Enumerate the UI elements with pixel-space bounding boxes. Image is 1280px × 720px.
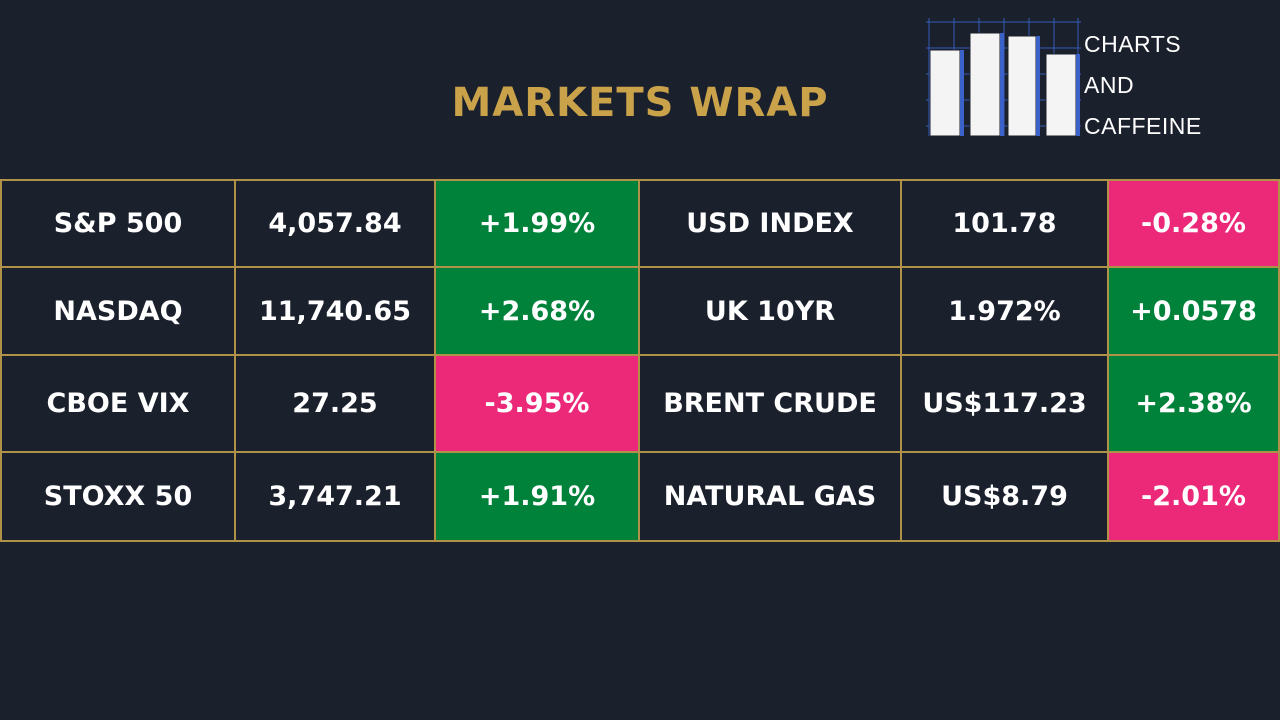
ticker-change: +1.91%: [436, 453, 640, 542]
bar-chart-logo-icon: [926, 18, 1081, 137]
ticker-value: US$8.79: [902, 453, 1109, 542]
brand-logo: CHARTS AND CAFFEINE: [926, 18, 1226, 140]
page-title: MARKETS WRAP: [451, 80, 829, 126]
ticker-value: 3,747.21: [236, 453, 436, 542]
logo-line-3: CAFFEINE: [1084, 113, 1202, 139]
ticker-change: +1.99%: [436, 179, 640, 268]
ticker-change: -2.01%: [1109, 453, 1280, 542]
ticker-name: S&P 500: [0, 179, 236, 268]
ticker-value: 101.78: [902, 179, 1109, 268]
logo-wordmark: CHARTS AND CAFFEINE: [1084, 24, 1202, 147]
logo-line-2: AND: [1084, 72, 1135, 98]
ticker-value: US$117.23: [902, 356, 1109, 453]
ticker-name: BRENT CRUDE: [640, 356, 902, 453]
ticker-value: 27.25: [236, 356, 436, 453]
ticker-value: 11,740.65: [236, 268, 436, 356]
ticker-name: UK 10YR: [640, 268, 902, 356]
ticker-change: +2.38%: [1109, 356, 1280, 453]
table-row: STOXX 50 3,747.21 +1.91% NATURAL GAS US$…: [0, 453, 1280, 542]
ticker-value: 4,057.84: [236, 179, 436, 268]
ticker-change: -0.28%: [1109, 179, 1280, 268]
ticker-name: NASDAQ: [0, 268, 236, 356]
table-row: NASDAQ 11,740.65 +2.68% UK 10YR 1.972% +…: [0, 268, 1280, 356]
ticker-change: -3.95%: [436, 356, 640, 453]
ticker-change: +0.0578: [1109, 268, 1280, 356]
ticker-change: +2.68%: [436, 268, 640, 356]
ticker-name: NATURAL GAS: [640, 453, 902, 542]
ticker-name: CBOE VIX: [0, 356, 236, 453]
markets-table: S&P 500 4,057.84 +1.99% USD INDEX 101.78…: [0, 179, 1280, 542]
logo-line-1: CHARTS: [1084, 31, 1182, 57]
ticker-value: 1.972%: [902, 268, 1109, 356]
ticker-name: STOXX 50: [0, 453, 236, 542]
table-row: S&P 500 4,057.84 +1.99% USD INDEX 101.78…: [0, 179, 1280, 268]
table-row: CBOE VIX 27.25 -3.95% BRENT CRUDE US$117…: [0, 356, 1280, 453]
ticker-name: USD INDEX: [640, 179, 902, 268]
